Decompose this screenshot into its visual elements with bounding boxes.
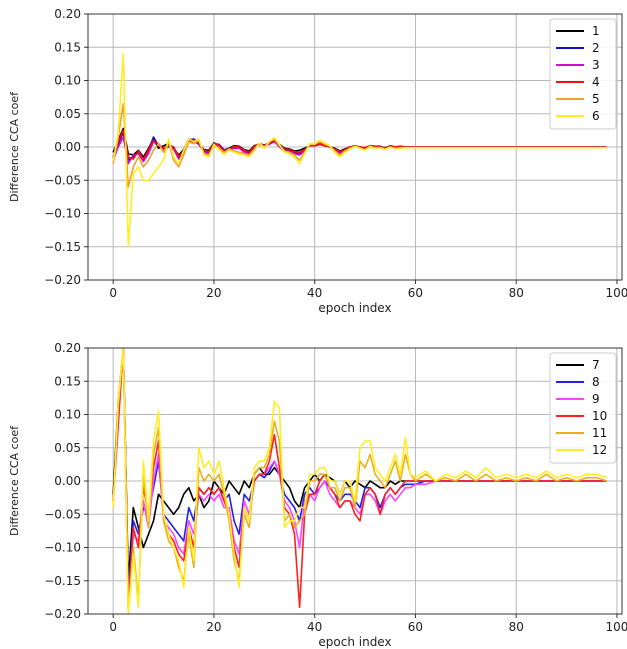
y-tick-label: 0.00 [54,474,81,488]
series-line-11 [112,348,608,614]
series-group [112,348,608,614]
y-tick-label: 0.20 [54,7,81,21]
y-tick-label: −0.20 [44,273,81,287]
series-line-10 [112,348,607,609]
y-tick-label: 0.10 [54,74,81,88]
y-tick-label: −0.05 [44,173,81,187]
chart-bottom: 0 20 40 60 80 100 −0.20 −0.15 −0.10 −0.05 0.00 0.05… [8,341,627,649]
legend-label-2: 2 [592,41,600,55]
y-tick-label: 0.10 [54,408,81,422]
legend-label-5: 5 [592,92,600,106]
x-tick-label: 0 [109,286,117,300]
y-axis-label: Difference CCA coef [8,91,21,202]
legend-label-4: 4 [592,75,600,89]
series-group [112,53,607,248]
y-tick-label: 0.05 [54,107,81,121]
series-line-9 [112,348,607,602]
x-tick-label: 20 [206,286,221,300]
legend: 1 2 3 4 5 6 [549,18,617,130]
series-line-12 [112,348,608,614]
y-tick-label: 0.15 [54,40,81,54]
y-tick-label: −0.05 [44,507,81,521]
y-tick-label: 0.15 [54,374,81,388]
y-tick-label: 0.05 [54,441,81,455]
legend-label-12: 12 [592,443,607,457]
x-tick-label: 80 [509,286,524,300]
x-tick-label: 0 [109,620,117,634]
x-tick-label: 100 [606,620,627,634]
y-tick-label: 0.20 [54,341,81,355]
x-axis-label: epoch index [318,635,391,649]
legend-label-10: 10 [592,409,607,423]
chart-top: 0 20 40 60 80 100 −0.20 −0.15 −0.10 −0.05 0.00 0.05… [8,7,627,315]
legend-label-3: 3 [592,58,600,72]
x-tick-label: 20 [206,620,221,634]
x-tick-label: 100 [606,286,627,300]
x-tick-label: 60 [408,286,423,300]
y-axis-label: Difference CCA coef [8,425,21,536]
legend-label-6: 6 [592,109,600,123]
legend-label-9: 9 [592,392,600,406]
x-tick-label: 40 [307,286,322,300]
series-line-5 [112,103,607,188]
y-tick-label: −0.20 [44,607,81,621]
x-tick-label: 60 [408,620,423,634]
series-line-8 [112,348,607,595]
x-tick-label: 40 [307,620,322,634]
series-line-6 [112,53,607,248]
legend-box [549,18,617,130]
x-tick-label: 80 [509,620,524,634]
y-tick-label: −0.15 [44,240,81,254]
y-tick-label: −0.15 [44,574,81,588]
x-axis-label: epoch index [318,301,391,315]
y-tick-label: −0.10 [44,541,81,555]
legend-label-1: 1 [592,24,600,38]
legend-label-11: 11 [592,426,607,440]
legend-label-7: 7 [592,358,600,372]
y-tick-label: −0.10 [44,207,81,221]
legend-label-8: 8 [592,375,600,389]
grid [88,13,622,281]
y-tick-label: 0.00 [54,140,81,154]
legend-box [549,352,617,464]
legend: 7 8 9 10 11 12 [549,352,617,464]
